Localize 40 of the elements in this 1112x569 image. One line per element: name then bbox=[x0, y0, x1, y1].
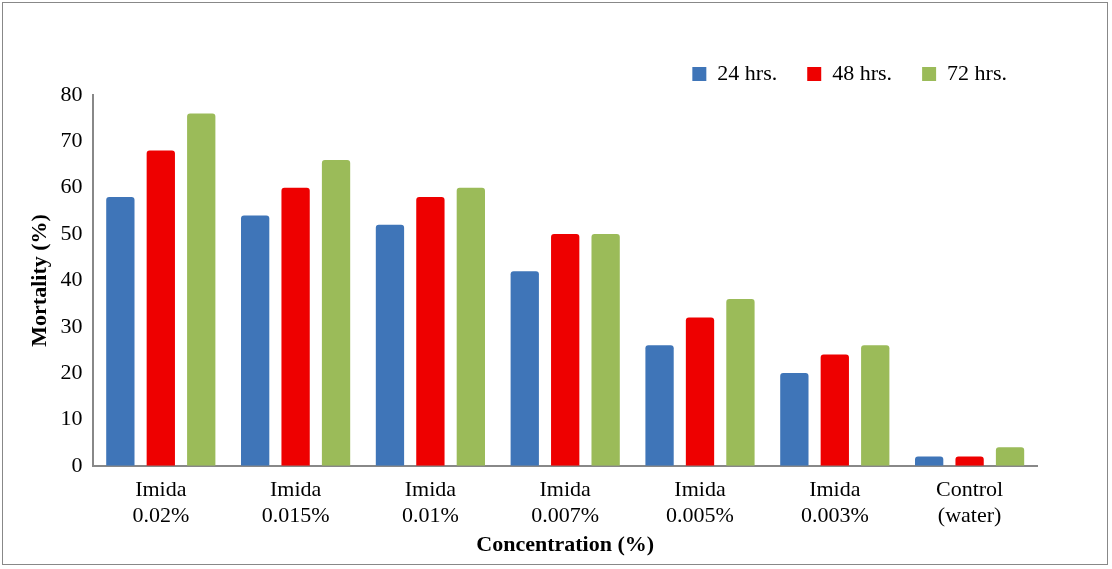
x-tick-label: Imida 0.003% bbox=[800, 475, 869, 528]
y-tick-label: 20 bbox=[60, 358, 83, 384]
legend-label: 24 hrs. bbox=[717, 59, 778, 85]
y-tick-label: 10 bbox=[60, 405, 83, 431]
x-tick-label: Imida 0.02% bbox=[132, 475, 190, 528]
x-tick-label: Imida 0.01% bbox=[401, 475, 459, 528]
bar bbox=[726, 298, 755, 466]
bar bbox=[241, 215, 270, 466]
bar bbox=[106, 196, 135, 466]
x-tick-label: Imida 0.015% bbox=[261, 475, 330, 528]
bar bbox=[645, 345, 674, 466]
bar bbox=[321, 159, 351, 466]
y-tick-label: 50 bbox=[60, 219, 83, 245]
y-tick-label: 70 bbox=[60, 127, 83, 153]
x-tick-label: Control (water) bbox=[935, 475, 1004, 528]
bar bbox=[685, 317, 715, 466]
bar bbox=[187, 113, 216, 466]
bar bbox=[551, 234, 580, 466]
bar bbox=[995, 447, 1025, 466]
bar bbox=[780, 373, 809, 466]
y-tick-label: 60 bbox=[60, 173, 83, 199]
bar bbox=[510, 271, 539, 466]
bar bbox=[416, 196, 445, 466]
bar bbox=[281, 187, 310, 466]
y-axis-title: Mortality (%) bbox=[25, 214, 51, 347]
y-tick-label: 40 bbox=[60, 266, 83, 292]
legend-label: 48 hrs. bbox=[832, 59, 893, 85]
bar bbox=[146, 150, 175, 466]
bar bbox=[861, 345, 890, 466]
x-tick-label: Imida 0.007% bbox=[531, 475, 600, 528]
y-tick-label: 80 bbox=[60, 80, 83, 106]
legend-label: 72 hrs. bbox=[947, 59, 1007, 85]
x-axis-title: Concentration (%) bbox=[476, 531, 655, 557]
y-tick-label: 0 bbox=[71, 451, 83, 477]
y-tick-label: 30 bbox=[60, 312, 83, 338]
bar bbox=[456, 187, 485, 466]
bar bbox=[375, 224, 405, 466]
bar bbox=[591, 234, 620, 466]
bar bbox=[820, 354, 849, 466]
x-tick-label: Imida 0.005% bbox=[666, 475, 734, 528]
